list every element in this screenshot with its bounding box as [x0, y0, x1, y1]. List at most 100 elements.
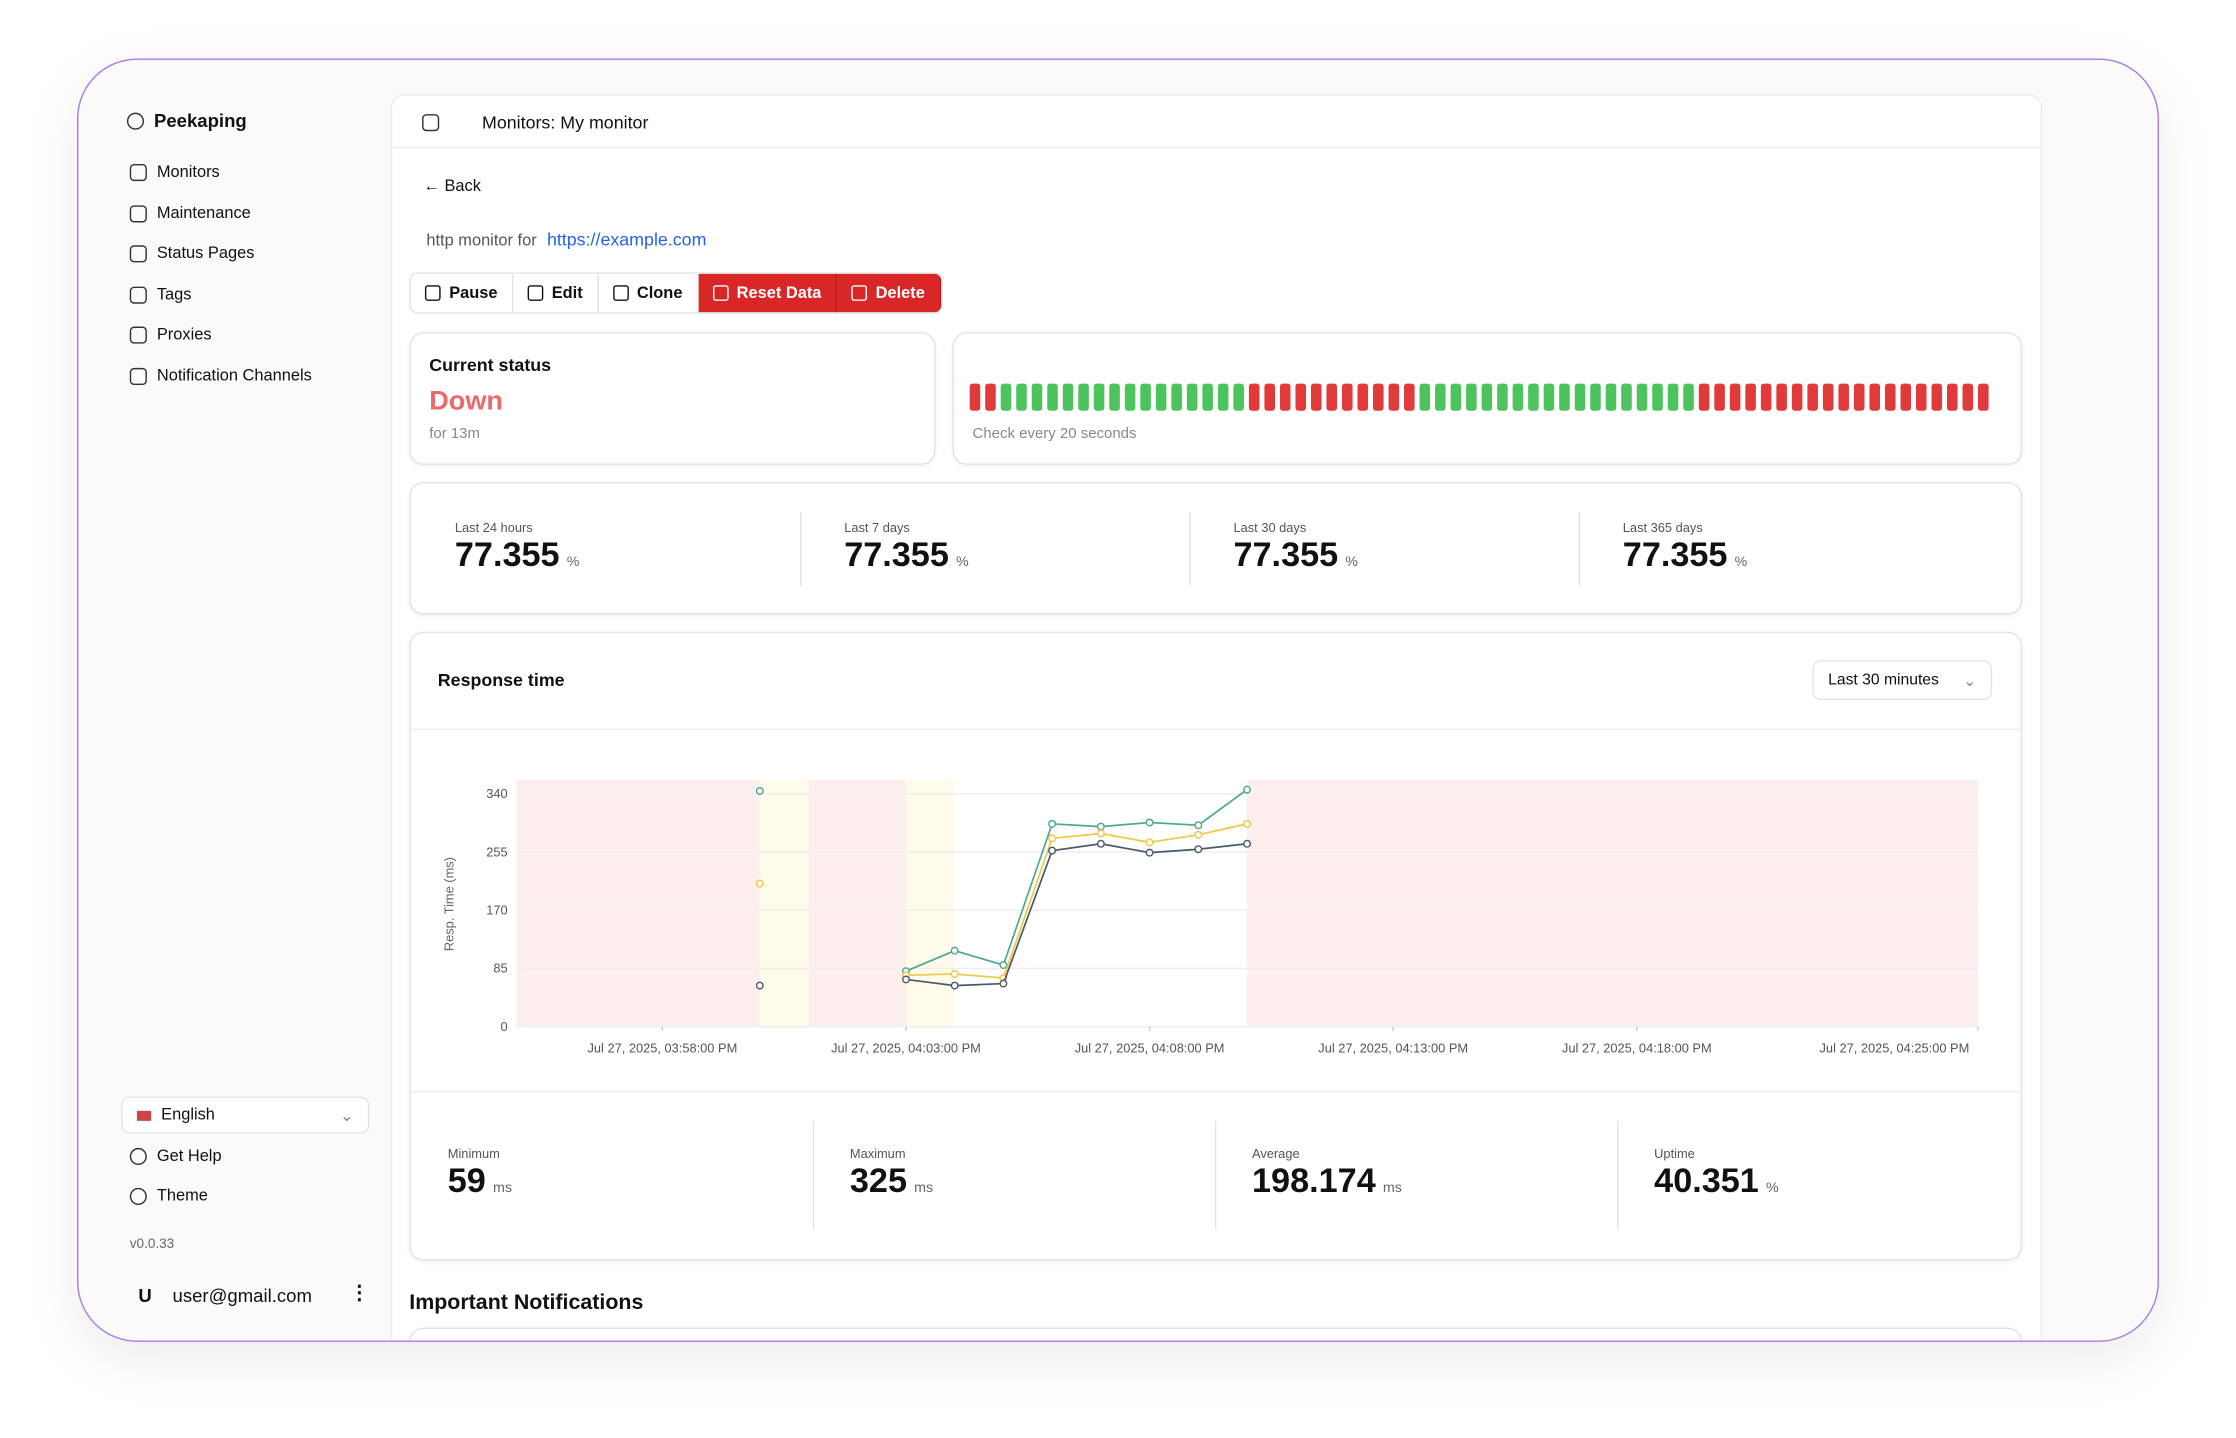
uptime-item: Last 24 hours 77.355%: [411, 483, 800, 613]
action-label: Pause: [449, 284, 498, 302]
nav-label: Maintenance: [156, 204, 251, 222]
monitor-url[interactable]: https://example.com: [546, 229, 707, 250]
uptime-number: 77.355: [1233, 536, 1339, 575]
stat-number: 59: [447, 1162, 486, 1201]
nav-icon: [129, 245, 147, 263]
uptime-unit: %: [566, 554, 580, 571]
status-card: Current status Down for 13m: [409, 332, 936, 465]
stat-unit: %: [1765, 1180, 1779, 1197]
stat-label: Uptime: [1654, 1146, 1695, 1161]
uptime-number: 77.355: [844, 536, 949, 575]
uptime-label: Last 30 days: [1233, 520, 1307, 535]
stat-value: 40.351%: [1654, 1162, 2019, 1202]
sidebar-toggle[interactable]: [422, 114, 440, 132]
uptime-number: 77.355: [1622, 536, 1728, 575]
nav-label: Monitors: [156, 163, 220, 182]
language-select[interactable]: English ⌄: [121, 1096, 370, 1134]
uptime-number: 77.355: [454, 536, 560, 575]
nav-icon: [129, 163, 147, 182]
stat-label: Maximum: [849, 1146, 906, 1161]
divider: [1189, 511, 1191, 587]
stat-unit: ms: [492, 1180, 513, 1197]
back-text: Back: [444, 178, 481, 196]
uptime-label: Last 365 days: [1622, 520, 1703, 535]
nav-item[interactable]: Proxies: [129, 326, 212, 344]
divider: [410, 1090, 2021, 1093]
stat-number: 325: [849, 1162, 908, 1201]
status-value: Down: [429, 386, 503, 417]
header-divider: [392, 146, 2041, 149]
divider: [799, 511, 802, 587]
nav-item[interactable]: Notification Channels: [129, 367, 312, 385]
nav-item[interactable]: Tags: [129, 285, 192, 304]
status-since: for 13m: [429, 424, 481, 443]
uptime-value: 77.355%: [455, 536, 800, 576]
theme: Theme: [156, 1187, 208, 1205]
action-button[interactable]: Delete: [837, 273, 941, 313]
response-card: Response time Last 30 minutes ⌄ Minimum 59…: [409, 631, 2023, 1261]
uptime-unit: %: [955, 554, 969, 571]
action-label: Edit: [551, 284, 583, 302]
main-panel: Monitors: My monitor ← Back http monitor…: [390, 94, 2043, 1341]
nav-label: Tags: [156, 285, 192, 304]
nav-icon: [129, 204, 147, 222]
action-label: Reset Data: [736, 284, 822, 302]
app-frame: Peekaping Monitors Maintenance Status Page…: [77, 58, 2159, 1342]
uptime-label: Last 24 hours: [454, 520, 533, 535]
brand-name: Peekaping: [154, 109, 247, 132]
stat-label: Minimum: [447, 1146, 500, 1161]
back-link[interactable]: ← Back: [423, 178, 481, 196]
range-select[interactable]: Last 30 minutes ⌄: [1812, 660, 1993, 701]
uptime-label: Last 7 days: [844, 520, 910, 535]
stat-item: Minimum 59 ms: [411, 1092, 813, 1259]
heartbeat-note: Check every 20 seconds: [972, 424, 1137, 443]
nav-item[interactable]: Maintenance: [129, 204, 251, 222]
divider: [812, 1120, 815, 1230]
action-icon: [424, 285, 441, 301]
chart-title: Response time: [437, 670, 565, 691]
stat-unit: ms: [1382, 1180, 1402, 1197]
nav-item[interactable]: Status Pages: [129, 245, 254, 263]
stats: Minimum 59 ms Maximum 325 ms Average 198.174 ms U…: [411, 1092, 2021, 1259]
version: v0.0.33: [129, 1236, 175, 1253]
stat-number: 198.174: [1252, 1162, 1376, 1201]
stat-value: 59 ms: [448, 1162, 813, 1202]
divider: [1578, 511, 1581, 587]
uptime-value: 77.355%: [1233, 536, 1578, 576]
theme-link[interactable]: Theme: [129, 1187, 208, 1205]
action-icon: [712, 285, 729, 301]
stat-item: Average 198.174 ms: [1214, 1092, 1617, 1259]
uptime-card: Last 24 hours 77.355% Last 7 days 77.355% La…: [409, 481, 2023, 615]
monitor-line: http monitor for https://example.com: [426, 230, 706, 250]
action-icon: [527, 285, 544, 301]
stat-value: 198.174 ms: [1252, 1162, 1617, 1202]
action-icon: [612, 285, 629, 301]
action-button[interactable]: Edit: [513, 273, 599, 313]
stat-item: Maximum 325 ms: [812, 1092, 1215, 1259]
action-label: Clone: [636, 284, 683, 302]
uptime-item: Last 7 days 77.355%: [799, 483, 1189, 613]
action-bar: Pause Edit Clone Reset Data Delete: [409, 272, 942, 314]
nav-label: Proxies: [156, 326, 212, 344]
stat-unit: ms: [914, 1180, 934, 1197]
uptime-item: Last 365 days 77.355%: [1578, 483, 1968, 613]
stat-number: 40.351: [1654, 1162, 1759, 1201]
help-link[interactable]: Get Help: [129, 1147, 222, 1166]
nav-icon: [129, 326, 147, 344]
nav-item[interactable]: Monitors: [129, 163, 220, 182]
action-icon: [851, 285, 868, 301]
heartbeat-card: Check every 20 seconds: [952, 332, 2023, 465]
status-label: Current status: [429, 355, 552, 376]
range: Last 30 minutes: [1828, 671, 1939, 689]
uptime-unit: %: [1345, 554, 1358, 571]
brand: Peekaping: [126, 109, 247, 132]
uptime-value: 77.355%: [844, 536, 1189, 576]
nav-label: Notification Channels: [156, 367, 312, 385]
uptime-unit: %: [1734, 554, 1748, 571]
language: English: [161, 1106, 215, 1124]
user-menu[interactable]: ⋮: [349, 1280, 370, 1304]
action-button[interactable]: Reset Data: [698, 273, 838, 313]
action-button[interactable]: Pause: [411, 273, 514, 313]
action-button[interactable]: Clone: [598, 273, 699, 313]
